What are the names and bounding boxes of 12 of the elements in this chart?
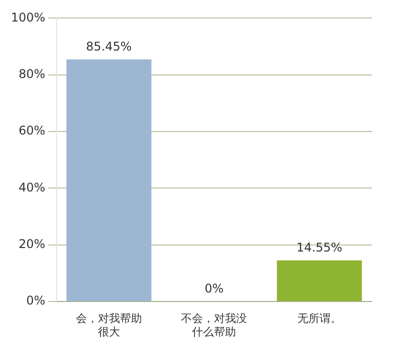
y-tick-label: 100% — [10, 10, 46, 24]
data-label: 14.55% — [296, 240, 342, 254]
y-tick-label: 80% — [18, 67, 46, 82]
y-tick-label: 20% — [18, 237, 46, 252]
y-tick-label: 0% — [26, 294, 46, 308]
x-tick-label: 无所谓。 — [297, 312, 342, 326]
y-tick-label: 60% — [18, 124, 46, 138]
x-tick-label: 会，对我帮助很大 — [76, 312, 142, 338]
data-label: 85.45% — [86, 40, 132, 54]
x-tick-label: 不会，对我没什么帮助 — [181, 312, 248, 338]
y-tick-label: 40% — [18, 180, 46, 194]
data-label: 0% — [204, 282, 224, 296]
